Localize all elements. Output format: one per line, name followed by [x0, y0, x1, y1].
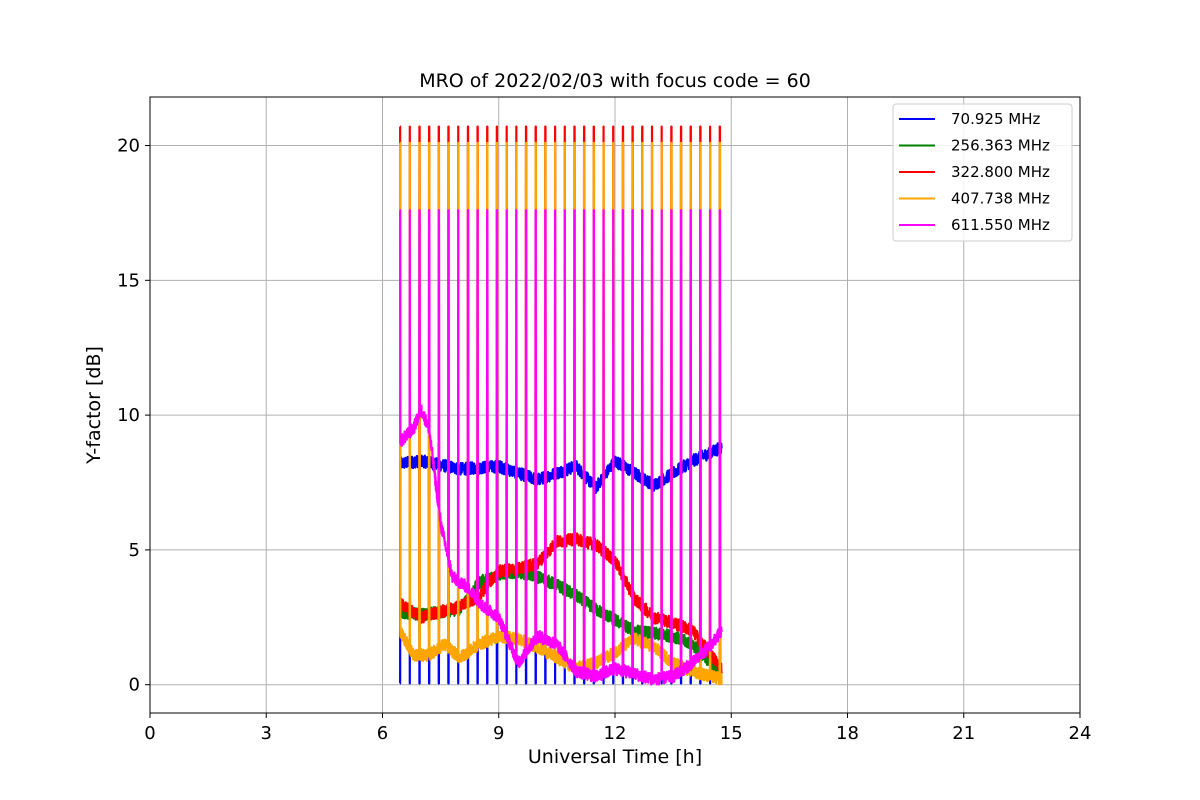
x-tick-label: 21 [952, 723, 975, 744]
x-tick-label: 12 [604, 723, 627, 744]
y-axis-label: Y-factor [dB] [83, 346, 105, 465]
chart-title: MRO of 2022/02/03 with focus code = 60 [419, 70, 811, 92]
legend-label-1: 256.363 MHz [951, 137, 1050, 155]
x-tick-label: 6 [377, 723, 388, 744]
series-layer [399, 125, 723, 686]
legend-label-3: 407.738 MHz [951, 190, 1050, 208]
x-tick-label: 0 [144, 723, 155, 744]
legend-label-2: 322.800 MHz [951, 163, 1050, 181]
legend: 70.925 MHz 256.363 MHz 322.800 MHz 407.738 … [892, 103, 1073, 242]
y-tick-label: 0 [129, 675, 140, 696]
y-tick-label: 15 [117, 270, 140, 291]
y-tick-label: 20 [117, 136, 140, 157]
series-line-2 [399, 125, 723, 675]
y-ticks: 0 5 10 15 20 [117, 136, 150, 696]
legend-label-0: 70.925 MHz [951, 110, 1040, 128]
legend-box [892, 103, 1073, 242]
x-tick-label: 3 [261, 723, 272, 744]
series-line-4 [399, 209, 723, 686]
series-line-0 [399, 442, 723, 685]
x-tick-label: 9 [493, 723, 504, 744]
x-axis-label: Universal Time [h] [528, 746, 702, 768]
x-tick-label: 18 [836, 723, 859, 744]
x-tick-label: 15 [720, 723, 743, 744]
series-line-3 [399, 141, 723, 686]
y-tick-label: 10 [117, 405, 140, 426]
y-tick-label: 5 [129, 540, 140, 561]
x-tick-label: 24 [1069, 723, 1092, 744]
x-ticks: 0 3 6 9 12 15 18 21 24 [144, 713, 1091, 744]
legend-label-4: 611.550 MHz [951, 216, 1050, 234]
